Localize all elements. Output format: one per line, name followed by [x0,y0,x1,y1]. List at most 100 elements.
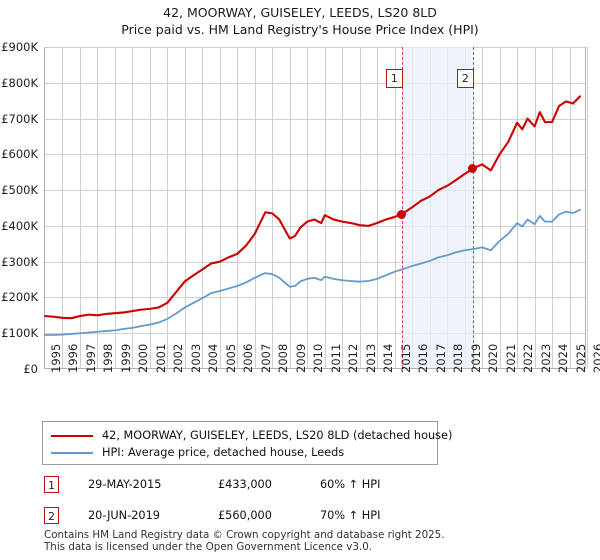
chart-legend: 42, MOORWAY, GUISELEY, LEEDS, LS20 8LD (… [42,421,452,465]
gridline [45,225,585,227]
gridline [307,47,309,368]
footer-licence: This data is licensed under the Open Gov… [44,541,373,553]
x-axis-tick-label: 2002 [171,343,186,373]
x-axis-tick-label: 2019 [468,343,483,373]
x-axis-tick-label: 1998 [101,343,116,373]
gridline [587,47,588,368]
sale-date-line [472,47,474,368]
gridline [482,47,484,368]
sale-marker-label-1[interactable]: 1 [385,69,403,88]
gridline [202,47,204,368]
ownership-period-band [401,47,473,368]
transaction-price-1: £433,000 [218,477,272,491]
transaction-index-2: 2 [44,506,59,524]
gridline [45,333,585,335]
sale-date-line [401,47,403,368]
price-paid-line [43,95,582,320]
transaction-hpi-delta-2: 70% ↑ HPI [320,508,381,522]
sale-point-1[interactable] [397,209,407,219]
gridline [149,47,151,368]
legend-label-price-paid: 42, MOORWAY, GUISELEY, LEEDS, LS20 8LD (… [102,429,453,442]
x-axis-tick-label: 2022 [521,343,536,373]
x-axis-tick-label: 2016 [416,343,431,373]
x-axis-tick-label: 2011 [328,343,343,373]
gridline [342,47,344,368]
y-axis-tick-label: £900K [1,40,38,54]
x-axis-tick-label: 1995 [49,343,63,373]
x-axis-tick-label: 2025 [573,343,588,373]
gridline [237,47,239,368]
x-axis-tick-label: 2006 [241,343,256,373]
gridline [114,47,116,368]
chart-title-block: 42, MOORWAY, GUISELEY, LEEDS, LS20 8LD P… [0,4,600,38]
x-axis-tick-label: 2015 [398,343,413,373]
table-row: 1 29-MAY-2015 £433,000 60% ↑ HPI [44,474,464,494]
gridline [45,190,585,192]
legend-swatch-hpi [51,451,93,454]
x-axis-tick-label: 2014 [381,343,396,373]
transaction-date-1: 29-MAY-2015 [88,477,162,491]
hpi-line [44,208,581,336]
x-axis-tick-label: 2023 [538,343,553,373]
gridline [272,47,274,368]
gridline [132,47,134,368]
gridline [45,82,585,84]
x-axis-tick-label: 2009 [293,343,308,373]
y-axis-tick-label: £300K [1,254,38,269]
gridline [45,47,585,48]
x-axis-tick-label: 1996 [66,343,81,373]
legend-swatch-price-paid [51,434,93,437]
x-axis-tick-label: 2020 [486,343,501,373]
x-axis-tick-label: 2001 [153,343,168,373]
gridline [394,47,396,368]
gridline [167,47,169,368]
legend-row-hpi: HPI: Average price, detached house, Leed… [51,444,429,461]
y-axis-tick-label: £700K [1,111,38,126]
x-axis-tick-label: 2018 [451,343,466,373]
legend-row-price-paid: 42, MOORWAY, GUISELEY, LEEDS, LS20 8LD (… [51,427,452,444]
gridline [79,47,81,368]
gridline [499,47,501,368]
x-axis-tick-label: 2024 [556,343,571,373]
y-axis-tick-label: £200K [1,290,38,305]
x-axis-tick-label: 2013 [363,343,378,373]
table-row: 2 20-JUN-2019 £560,000 70% ↑ HPI [44,505,464,525]
gridline [45,261,585,263]
y-axis-tick-label: £600K [1,147,38,162]
transaction-hpi-delta-1: 60% ↑ HPI [320,477,381,491]
x-axis-tick-label: 2003 [188,343,203,373]
transaction-date-2: 20-JUN-2019 [88,508,160,522]
gridline [45,118,585,120]
x-axis-tick-label: 2010 [311,343,326,373]
x-axis-tick-label: 2021 [503,343,518,373]
gridline [219,47,221,368]
gridline [552,47,554,368]
gridline [254,47,256,368]
gridline [97,47,99,368]
gridline [45,297,585,299]
gridline [289,47,291,368]
x-axis-tick-label: 2007 [258,343,273,373]
gridline [377,47,379,368]
legend-label-hpi: HPI: Average price, detached house, Leed… [102,446,345,459]
gridline [359,47,361,368]
y-axis-tick-label: £800K [1,75,38,90]
gridline [569,47,571,368]
gridline [534,47,536,368]
y-axis-tick-label: £100K [1,326,38,341]
x-axis-tick-label: 2008 [276,343,291,373]
gridline [62,47,64,368]
footer: Contains HM Land Registry data © Crown c… [44,529,584,553]
y-axis-tick-label: £500K [1,183,38,198]
gridline [324,47,326,368]
page-title: 42, MOORWAY, GUISELEY, LEEDS, LS20 8LD [163,5,437,20]
y-axis-tick-label: £0 [23,362,38,376]
x-axis-tick-label: 2012 [346,343,361,373]
transaction-index-1: 1 [44,475,59,493]
x-axis-tick-label: 2017 [433,343,448,373]
sale-marker-label-2[interactable]: 2 [456,69,474,88]
sale-point-2[interactable] [468,164,478,174]
transaction-price-2: £560,000 [218,508,272,522]
gridline [517,47,519,368]
